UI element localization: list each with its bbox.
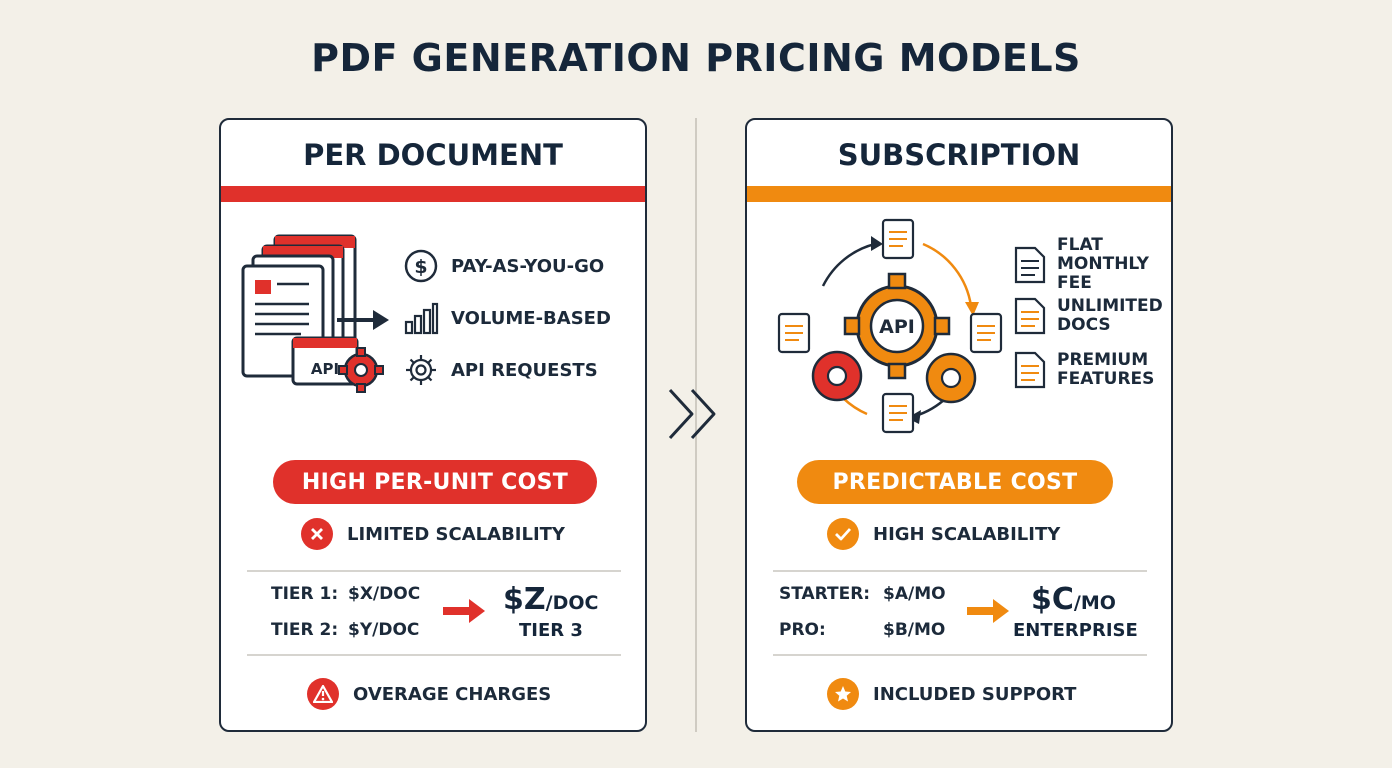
price-main: $C: [1031, 582, 1074, 617]
tier-3-label: TIER 3: [519, 620, 583, 641]
per-document-card: PER DOCUMENT API: [219, 118, 647, 732]
gear-icon: [406, 355, 436, 385]
document-icon: [1014, 246, 1046, 283]
arrow-right-icon: [967, 599, 1009, 623]
tier-1-price: $X/DOC: [348, 584, 421, 604]
feature-label: PAY-AS-YOU-GO: [451, 255, 605, 277]
star-icon: [827, 678, 859, 710]
enterprise-label: ENTERPRISE: [1013, 620, 1138, 641]
feature-premium-features: PREMIUM FEATURES: [1013, 350, 1154, 390]
overage-charges: OVERAGE CHARGES: [307, 678, 551, 710]
scalability-status: HIGH SCALABILITY: [827, 518, 1060, 550]
center-divider: [695, 118, 697, 732]
divider: [773, 570, 1147, 572]
pro-price: $B/MO: [883, 620, 946, 640]
tier-1-label: TIER 1:: [271, 584, 339, 604]
feature-label: VOLUME-BASED: [451, 307, 611, 329]
bar-chart-icon: [404, 302, 439, 335]
scalability-status: LIMITED SCALABILITY: [301, 518, 565, 550]
svg-text:API: API: [879, 316, 915, 338]
page-title: PDF GENERATION PRICING MODELS: [311, 36, 1081, 80]
footer-label: INCLUDED SUPPORT: [873, 683, 1077, 705]
predictable-cost-badge: PREDICTABLE COST: [797, 460, 1113, 504]
feature-api-requests: API REQUESTS: [403, 352, 598, 388]
documents-api-illustration-icon: API: [241, 234, 389, 393]
card-title: PER DOCUMENT: [303, 138, 563, 172]
chevron-right-icon: [668, 388, 716, 440]
close-icon: [301, 518, 333, 550]
included-support: INCLUDED SUPPORT: [827, 678, 1076, 710]
card-accent-bar: [747, 186, 1171, 202]
starter-price: $A/MO: [883, 584, 946, 604]
status-label: HIGH SCALABILITY: [873, 523, 1061, 545]
tier-3-price: $Z/DOC: [503, 582, 598, 617]
document-icon: [1014, 297, 1046, 335]
feature-unlimited-docs: UNLIMITED DOCS: [1013, 296, 1163, 336]
card-accent-bar: [221, 186, 645, 202]
tier-2-price: $Y/DOC: [348, 620, 420, 640]
feature-pay-as-you-go: $ PAY-AS-YOU-GO: [403, 248, 604, 284]
svg-text:API: API: [311, 360, 339, 378]
tier-2-label: TIER 2:: [271, 620, 339, 640]
divider: [247, 654, 621, 656]
feature-label: PREMIUM FEATURES: [1057, 350, 1155, 389]
subscription-cycle-illustration-icon: API: [777, 218, 1003, 434]
price-unit: /MO: [1073, 592, 1116, 614]
pro-label: PRO:: [779, 620, 826, 640]
document-icon: [1014, 351, 1046, 389]
feature-label: UNLIMITED DOCS: [1057, 296, 1163, 335]
price-unit: /DOC: [545, 592, 599, 614]
starter-label: STARTER:: [779, 584, 871, 604]
divider: [773, 654, 1147, 656]
check-icon: [827, 518, 859, 550]
subscription-card: SUBSCRIPTION API: [745, 118, 1173, 732]
status-label: LIMITED SCALABILITY: [347, 523, 565, 545]
price-main: $Z: [503, 582, 546, 617]
feature-label: FLAT MONTHLY FEE: [1057, 235, 1149, 293]
feature-volume-based: VOLUME-BASED: [403, 300, 611, 336]
high-cost-badge: HIGH PER-UNIT COST: [273, 460, 597, 504]
enterprise-price: $C/MO: [1031, 582, 1116, 617]
footer-label: OVERAGE CHARGES: [353, 683, 552, 705]
svg-text:$: $: [414, 256, 427, 278]
divider: [247, 570, 621, 572]
dollar-icon: $: [404, 249, 438, 283]
arrow-right-icon: [443, 599, 485, 623]
feature-label: API REQUESTS: [451, 359, 598, 381]
warning-icon: [307, 678, 339, 710]
feature-flat-monthly-fee: FLAT MONTHLY FEE: [1013, 236, 1149, 293]
card-title: SUBSCRIPTION: [837, 138, 1081, 172]
